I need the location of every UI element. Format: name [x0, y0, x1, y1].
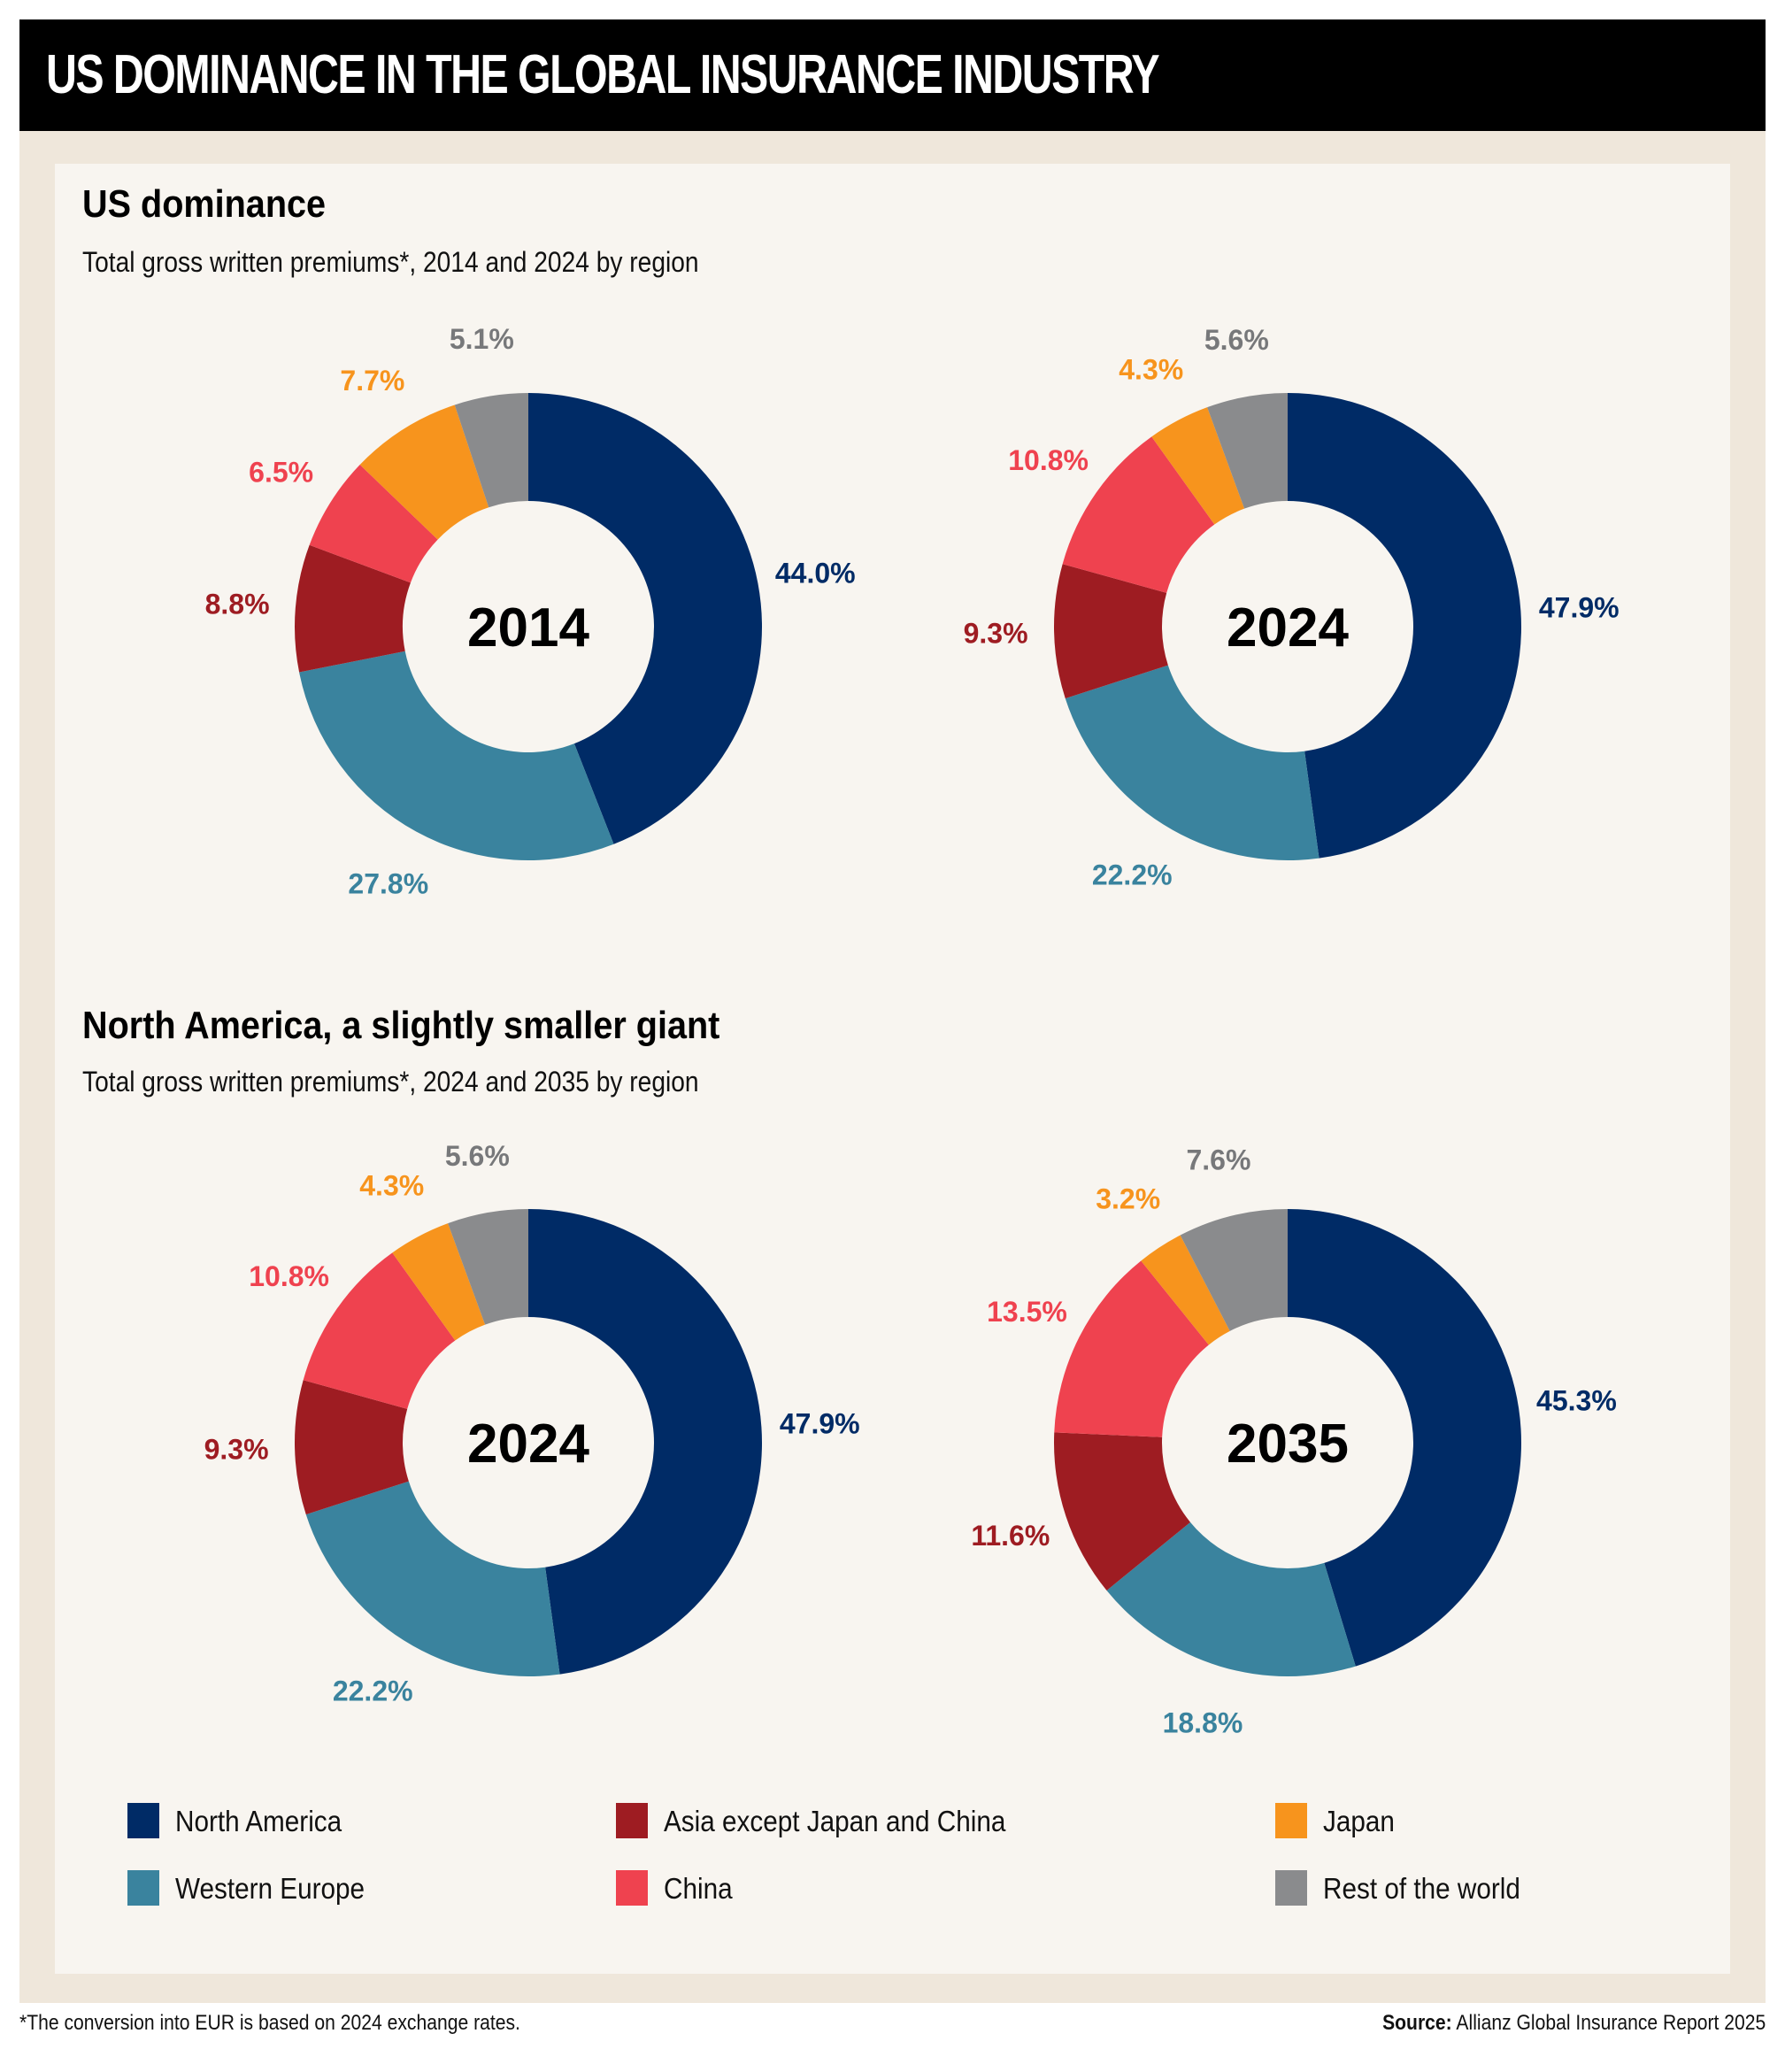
- donut-slice-china: [303, 1252, 456, 1409]
- donut-chart-2024: 47.9% 22.2% 9.3% 10.8% 4.3% 5.6% 2024: [204, 1140, 860, 1706]
- data-label: 44.0%: [775, 558, 856, 589]
- data-label: 22.2%: [1092, 859, 1173, 890]
- data-label: 4.3%: [1119, 353, 1183, 385]
- data-label: 27.8%: [348, 868, 428, 900]
- data-label: 4.3%: [359, 1169, 424, 1201]
- donut-center-year: 2014: [467, 597, 589, 659]
- page-title: US DOMINANCE IN THE GLOBAL INSURANCE IND…: [46, 44, 1160, 105]
- donut-slice-rest-of-the-world: [454, 393, 528, 508]
- legend-swatch: [127, 1803, 159, 1838]
- donut-center-year: 2035: [1227, 1413, 1349, 1475]
- section-title-us-dominance: US dominance: [82, 182, 327, 226]
- footnote: *The conversion into EUR is based on 202…: [19, 2011, 520, 2035]
- donut-slice-western-europe: [1106, 1521, 1356, 1676]
- data-label: 11.6%: [971, 1520, 1050, 1552]
- donut-chart-2014: 44.0% 27.8% 8.8% 6.5% 7.7% 5.1% 2014: [205, 323, 856, 899]
- source-text: Allianz Global Insurance Report 2025: [1451, 2011, 1766, 2035]
- donut-chart-2024: 47.9% 22.2% 9.3% 10.8% 4.3% 5.6% 2024: [964, 324, 1620, 890]
- data-label: 5.6%: [445, 1140, 510, 1172]
- donut-slice-north-america: [528, 1209, 763, 1675]
- donut-slice-asia-except-japan-and-china: [1054, 564, 1168, 699]
- legend-swatch: [616, 1803, 648, 1838]
- donut-chart-2035: 45.3% 18.8% 11.6% 13.5% 3.2% 7.6% 2035: [971, 1144, 1616, 1738]
- donut-slice-asia-except-japan-and-china: [295, 1380, 409, 1515]
- donut-slice-rest-of-the-world: [1207, 393, 1288, 509]
- donut-slice-north-america: [1288, 393, 1522, 859]
- data-label: 8.8%: [205, 589, 270, 620]
- donut-slice-asia-except-japan-and-china: [295, 544, 411, 673]
- data-label: 10.8%: [249, 1260, 329, 1292]
- data-label: 45.3%: [1536, 1384, 1617, 1416]
- donut-slice-north-america: [528, 393, 763, 844]
- donut-slice-japan: [392, 1223, 486, 1341]
- section-title-north-america: North America, a slightly smaller giant: [82, 1004, 720, 1047]
- legend-label: North America: [175, 1805, 342, 1837]
- header-bar: US DOMINANCE IN THE GLOBAL INSURANCE IND…: [19, 19, 1766, 131]
- donut-center-year: 2024: [1227, 597, 1349, 659]
- donut-center-year: 2024: [467, 1413, 589, 1475]
- data-label: 7.7%: [340, 365, 404, 397]
- data-label: 13.5%: [987, 1296, 1067, 1328]
- donut-slice-china: [1054, 1260, 1209, 1437]
- legend-label: Asia except Japan and China: [664, 1805, 1006, 1837]
- data-label: 47.9%: [1539, 592, 1620, 624]
- legend-label: Japan: [1323, 1805, 1395, 1837]
- data-label: 7.6%: [1186, 1144, 1250, 1175]
- donut-slice-western-europe: [299, 651, 614, 861]
- data-label: 6.5%: [249, 456, 313, 488]
- donut-slice-western-europe: [1065, 665, 1320, 860]
- data-label: 5.1%: [450, 323, 514, 355]
- donut-slice-china: [309, 465, 438, 583]
- donut-slice-rest-of-the-world: [1180, 1209, 1288, 1331]
- donut-slice-china: [1062, 436, 1215, 593]
- data-label: 18.8%: [1163, 1707, 1243, 1739]
- donut-slice-rest-of-the-world: [448, 1209, 528, 1325]
- legend-swatch: [1275, 1870, 1307, 1906]
- data-label: 22.2%: [333, 1675, 413, 1706]
- legend-label: Western Europe: [175, 1872, 365, 1905]
- donut-slice-japan: [1141, 1235, 1230, 1345]
- data-label: 9.3%: [204, 1434, 269, 1466]
- donut-slice-western-europe: [305, 1481, 560, 1677]
- legend-swatch: [127, 1870, 159, 1906]
- donut-slice-north-america: [1288, 1209, 1522, 1667]
- data-label: 3.2%: [1096, 1183, 1160, 1215]
- data-label: 5.6%: [1204, 324, 1269, 356]
- source-label: Source:: [1381, 2011, 1452, 2035]
- section-subtitle-north-america: Total gross written premiums*, 2024 and …: [82, 1066, 699, 1098]
- section-subtitle-us-dominance: Total gross written premiums*, 2014 and …: [82, 246, 699, 278]
- legend-label: Rest of the world: [1323, 1872, 1520, 1905]
- donut-slice-japan: [359, 404, 489, 540]
- data-label: 47.9%: [780, 1408, 860, 1440]
- source-note: Source: Allianz Global Insurance Report …: [1382, 2011, 1766, 2036]
- legend-label: China: [664, 1872, 733, 1905]
- legend-swatch: [1275, 1803, 1307, 1838]
- donut-slice-japan: [1151, 407, 1245, 525]
- data-label: 9.3%: [964, 618, 1028, 650]
- legend-swatch: [616, 1870, 648, 1906]
- donut-slice-asia-except-japan-and-china: [1054, 1432, 1191, 1591]
- data-label: 10.8%: [1008, 444, 1089, 476]
